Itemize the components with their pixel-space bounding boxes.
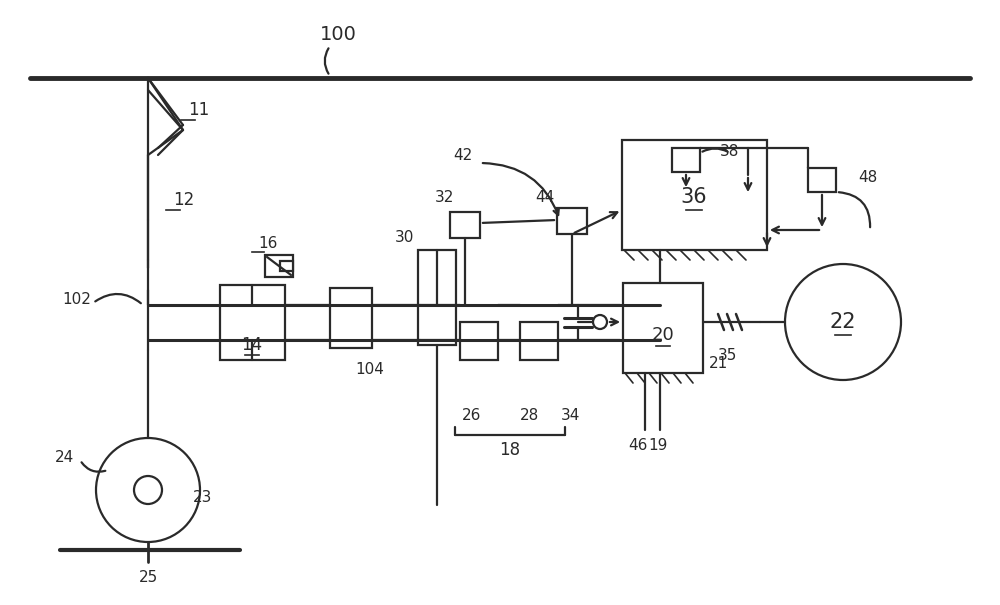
Text: 19: 19 — [648, 437, 668, 453]
Text: 12: 12 — [173, 191, 194, 209]
Text: 23: 23 — [193, 491, 213, 506]
Text: 30: 30 — [395, 229, 414, 244]
Text: 18: 18 — [499, 441, 521, 459]
Text: 26: 26 — [462, 408, 481, 422]
Bar — [557, 208, 587, 234]
Text: 38: 38 — [720, 145, 739, 160]
Text: 100: 100 — [320, 25, 356, 45]
Bar — [280, 261, 293, 271]
Text: 16: 16 — [258, 235, 277, 250]
Text: 42: 42 — [453, 148, 472, 163]
Text: 104: 104 — [355, 362, 384, 378]
Bar — [622, 140, 767, 250]
Bar — [808, 168, 836, 192]
Text: 25: 25 — [138, 571, 158, 586]
Text: 48: 48 — [858, 171, 877, 186]
Text: 34: 34 — [560, 408, 580, 422]
Text: 20: 20 — [652, 326, 674, 344]
Text: 28: 28 — [520, 408, 539, 422]
Text: 21: 21 — [708, 356, 728, 370]
Text: 32: 32 — [435, 191, 454, 206]
Text: 14: 14 — [241, 336, 263, 354]
Bar — [623, 283, 703, 373]
Text: 44: 44 — [535, 189, 554, 204]
Text: 35: 35 — [718, 347, 737, 362]
Bar — [672, 148, 700, 172]
Bar — [418, 250, 456, 345]
Bar — [265, 255, 293, 277]
Text: 24: 24 — [55, 451, 75, 465]
Bar — [460, 322, 498, 360]
Bar — [520, 322, 558, 360]
Text: 102: 102 — [62, 292, 91, 307]
Text: 22: 22 — [830, 312, 856, 332]
Bar — [330, 288, 372, 348]
Text: 36: 36 — [681, 187, 707, 207]
Bar — [220, 285, 285, 360]
Text: 46: 46 — [628, 437, 648, 453]
Bar — [450, 212, 480, 238]
Text: 11: 11 — [188, 101, 209, 119]
